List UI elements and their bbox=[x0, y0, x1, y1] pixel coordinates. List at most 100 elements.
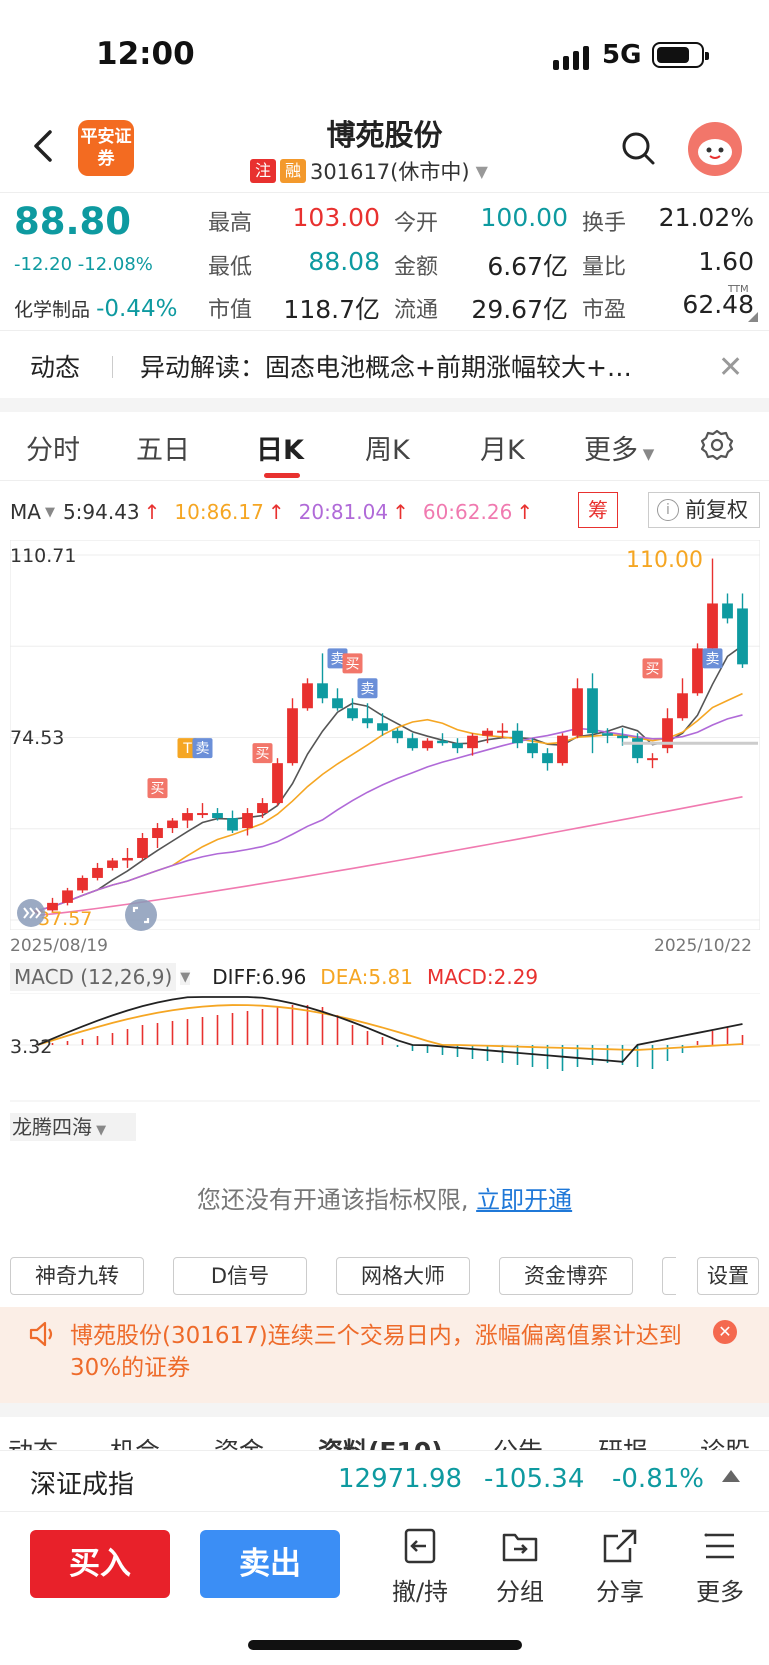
quote-label: 最高 bbox=[208, 211, 253, 236]
news-bar[interactable] bbox=[0, 330, 769, 398]
candle-body bbox=[482, 730, 493, 736]
close-icon[interactable]: ✕ bbox=[713, 1320, 737, 1344]
tab-bottom-zhengu[interactable]: 诊股 bbox=[700, 1437, 751, 1452]
candle-body bbox=[332, 698, 343, 709]
kline-chart[interactable]: 买T 卖买卖 买卖买卖 bbox=[10, 540, 760, 930]
quote-value: 21.02% bbox=[658, 203, 754, 232]
ma20-line bbox=[37, 714, 743, 912]
news-text[interactable]: 异动解读：固态电池概念+前期涨幅较大+… bbox=[140, 353, 632, 382]
alert-banner bbox=[0, 1307, 769, 1403]
quote-value: 62.48 bbox=[682, 290, 754, 319]
signal-marker-bg bbox=[357, 678, 378, 699]
candle-body bbox=[632, 738, 643, 759]
macd-chart[interactable] bbox=[10, 993, 760, 1103]
more-button[interactable]: 更多 bbox=[680, 1526, 760, 1607]
gear-icon[interactable] bbox=[700, 428, 734, 462]
indicator-settings-button[interactable]: 设置 bbox=[697, 1257, 759, 1295]
indicator-btn-dsignal[interactable]: D信号 bbox=[173, 1257, 307, 1295]
status-time: 12:00 bbox=[96, 36, 195, 72]
indicator-btn-shenqi[interactable]: 神奇九转 bbox=[10, 1257, 144, 1295]
candle-body bbox=[602, 733, 613, 736]
macd-legend[interactable]: MACD (12,26,9) ▼ DIFF:6.96 DEA:5.81 MACD… bbox=[10, 963, 538, 991]
close-icon[interactable]: ✕ bbox=[718, 350, 744, 385]
assistant-avatar[interactable] bbox=[688, 122, 742, 176]
indicator-btn-grid[interactable]: 网格大师 bbox=[336, 1257, 470, 1295]
high-price-label: 110.00 bbox=[626, 548, 703, 573]
candle-body bbox=[452, 743, 463, 749]
caret-down-icon: ▼ bbox=[638, 445, 655, 463]
last-price: 88.80 bbox=[14, 200, 132, 243]
ma-item: 10:86.17 bbox=[174, 500, 264, 524]
share-button[interactable]: 分享 bbox=[580, 1526, 660, 1607]
activate-link[interactable]: 立即开通 bbox=[476, 1186, 573, 1214]
tab-wuri[interactable]: 五日 bbox=[136, 435, 190, 466]
caret-down-icon: ▼ bbox=[475, 161, 488, 181]
tab-bottom-f10[interactable]: 资料(F10) bbox=[318, 1437, 443, 1452]
indicator-btn-partial[interactable] bbox=[662, 1257, 676, 1295]
candle-body bbox=[242, 813, 253, 829]
tab-bottom-zijin[interactable]: 资金 bbox=[214, 1437, 265, 1452]
arrow-up-icon: ↑ bbox=[267, 500, 285, 524]
candle-body bbox=[422, 740, 433, 749]
folder-icon bbox=[502, 1533, 538, 1562]
tab-bottom-dongtai[interactable]: 动态 bbox=[8, 1437, 59, 1452]
tab-bottom-yanbao[interactable]: 研报 bbox=[598, 1437, 649, 1452]
signal-marker: 买 bbox=[646, 661, 660, 677]
indicator-btn-fund[interactable]: 资金博弈 bbox=[499, 1257, 633, 1295]
buy-button[interactable]: 买入 bbox=[30, 1530, 170, 1598]
candle-body bbox=[167, 820, 178, 829]
candle-body bbox=[362, 718, 373, 724]
sector-info[interactable]: 化学制品 -0.44% bbox=[14, 295, 177, 322]
y-axis-low: 37.57 bbox=[38, 908, 93, 930]
group-button[interactable]: 分组 bbox=[480, 1526, 560, 1607]
fullscreen-icon[interactable] bbox=[124, 898, 158, 932]
tab-indicator bbox=[264, 473, 300, 478]
tab-more[interactable]: 更多 ▼ bbox=[584, 428, 654, 467]
tab-more-label: 更多 bbox=[584, 435, 638, 466]
ttm-mark: TTM bbox=[728, 284, 749, 295]
ma60-line bbox=[37, 796, 743, 917]
tab-yuek[interactable]: 月K bbox=[480, 435, 525, 466]
search-icon[interactable] bbox=[620, 130, 656, 166]
macd-name: MACD (12,26,9) bbox=[10, 963, 177, 991]
network-label: 5G bbox=[602, 40, 642, 70]
quote-value: 6.67亿 bbox=[487, 252, 568, 281]
chip-distribution-button[interactable]: 筹 bbox=[578, 492, 618, 528]
candle-body bbox=[227, 818, 238, 831]
quote-value: 1.60 bbox=[698, 247, 754, 276]
ma5-line bbox=[37, 644, 743, 912]
candle-body bbox=[92, 867, 103, 878]
dea-line bbox=[37, 1004, 743, 1051]
expand-up-icon[interactable] bbox=[722, 1470, 740, 1482]
adjust-mode-button[interactable]: i 前复权 bbox=[648, 492, 760, 528]
tab-bottom-gonggao[interactable]: 公告 bbox=[493, 1437, 544, 1452]
signal-marker: 卖 bbox=[361, 681, 375, 697]
section-gap bbox=[0, 1403, 769, 1417]
ma10-line bbox=[37, 692, 743, 912]
indicator-selector[interactable]: 龙腾四海 ▼ bbox=[10, 1113, 136, 1141]
sell-button[interactable]: 卖出 bbox=[200, 1530, 340, 1598]
candle-body bbox=[437, 740, 448, 744]
tab-zhouk[interactable]: 周K bbox=[365, 435, 410, 466]
indicator-name: 龙腾四海 bbox=[12, 1115, 92, 1139]
price-change: -12.20 -12.08% bbox=[14, 254, 153, 275]
stock-subtitle[interactable]: 注 融 301617(休市中) ▼ bbox=[250, 156, 488, 186]
index-name: 深证成指 bbox=[30, 1470, 135, 1500]
candle-body bbox=[497, 730, 508, 733]
tab-fenshi[interactable]: 分时 bbox=[26, 435, 80, 466]
ma-legend[interactable]: MA ▼ 5:94.43 ↑ 10:86.17 ↑ 20:81.04 ↑ 60:62.26 ↑ bbox=[10, 500, 547, 524]
more-label: 更多 bbox=[696, 1578, 744, 1606]
cancel-hold-button[interactable]: 撤/持 bbox=[380, 1526, 460, 1607]
candle-body bbox=[122, 857, 133, 861]
signal-marker-bg bbox=[342, 653, 363, 674]
index-bar[interactable] bbox=[0, 1450, 769, 1512]
candle-body bbox=[317, 683, 328, 699]
tab-rik[interactable]: 日K bbox=[256, 435, 304, 466]
signal-marker-bg bbox=[192, 738, 213, 759]
macd-dea: DEA:5.81 bbox=[320, 965, 413, 989]
scroll-left-icon[interactable] bbox=[16, 898, 46, 928]
permission-notice: 您还没有开通该指标权限, 立即开通 bbox=[0, 1180, 769, 1215]
permission-text: 您还没有开通该指标权限, bbox=[196, 1186, 469, 1214]
back-icon[interactable] bbox=[24, 126, 64, 166]
tab-bottom-jihui[interactable]: 机会 bbox=[110, 1437, 161, 1452]
